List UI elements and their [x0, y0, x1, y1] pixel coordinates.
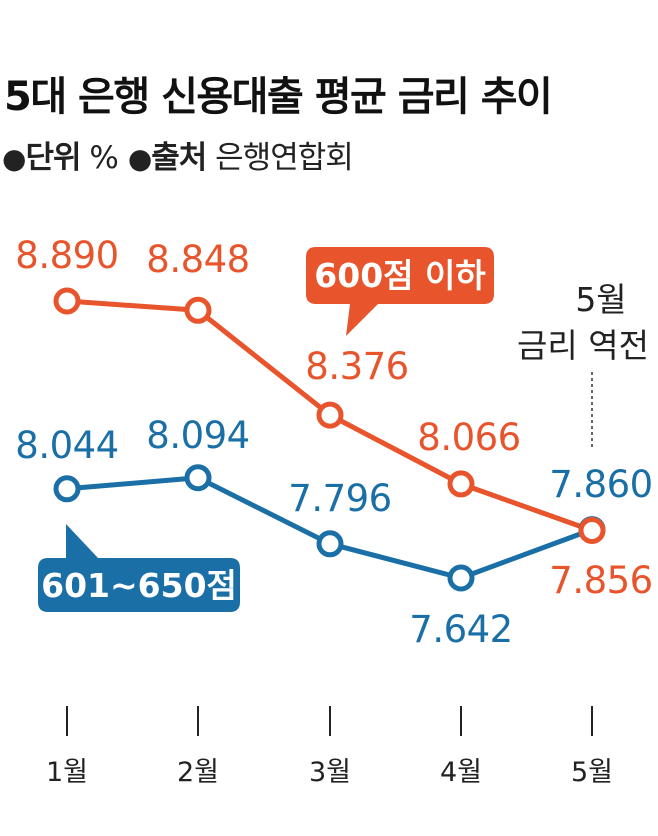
- data-label: 7.796: [288, 477, 391, 520]
- data-label: 7.642: [409, 608, 512, 651]
- data-label: 8.066: [417, 416, 520, 459]
- badge-600-or-less: [306, 247, 494, 336]
- bullet-icon: ●: [127, 142, 152, 175]
- x-tick-label: 1월: [46, 757, 88, 788]
- series-legend-badges: 600점 이하 601~650점: [38, 247, 494, 612]
- unit-key: 단위: [25, 140, 81, 176]
- badge-601-650: [38, 524, 240, 612]
- data-label: 7.860: [549, 463, 652, 506]
- source-key: 출처: [151, 140, 207, 176]
- data-point: [447, 470, 475, 498]
- data-point: [316, 530, 344, 558]
- bullet-icon: ●: [2, 142, 26, 175]
- data-point: [53, 287, 81, 315]
- chart-title: 5대 은행 신용대출 평균 금리 추이: [4, 74, 553, 120]
- data-point: [184, 464, 212, 492]
- x-tick-label: 3월: [309, 757, 351, 788]
- x-tick-label: 2월: [177, 757, 219, 788]
- data-label: 7.856: [549, 559, 652, 602]
- data-point: [316, 401, 344, 429]
- annotation-may: 5월 금리 역전: [517, 280, 649, 450]
- data-point: [184, 296, 212, 324]
- x-tick-label: 5월: [571, 757, 613, 788]
- annotation-line-1: 5월: [575, 280, 626, 319]
- data-label: 8.044: [15, 424, 118, 467]
- badge-600-or-less-label: 600점 이하: [314, 256, 486, 295]
- data-point: [447, 564, 475, 592]
- badge-601-650-label: 601~650점: [41, 566, 237, 605]
- data-label: 8.848: [146, 238, 249, 281]
- data-point: [53, 475, 81, 503]
- annotation-line-2: 금리 역전: [517, 326, 649, 365]
- data-label: 8.376: [305, 345, 408, 388]
- data-label: 8.094: [146, 414, 249, 457]
- unit-value: %: [89, 140, 118, 176]
- chart-meta: ●단위 % ●출처 은행연합회: [2, 132, 354, 177]
- data-point: [578, 517, 606, 544]
- source-value: 은행연합회: [215, 140, 354, 176]
- x-tick-label: 4월: [440, 757, 482, 788]
- data-label: 8.890: [15, 234, 118, 277]
- x-axis: 1월 2월 3월 4월 5월: [46, 706, 613, 788]
